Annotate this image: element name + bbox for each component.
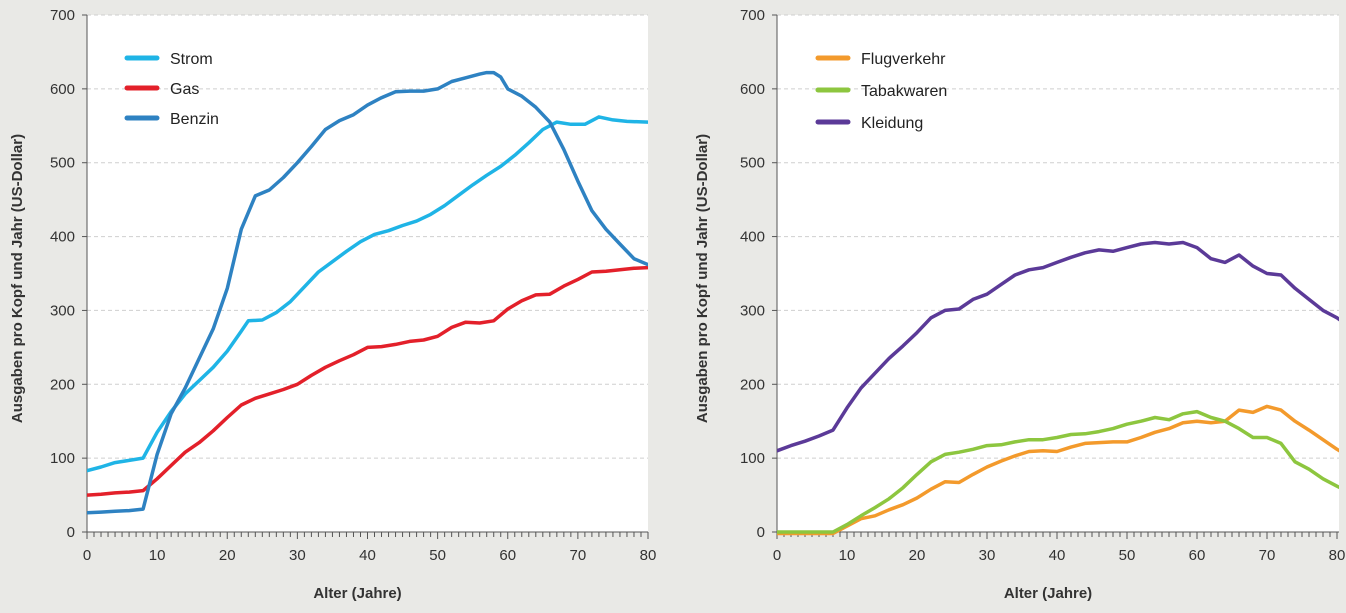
legend: Strom Gas Benzin bbox=[124, 51, 219, 128]
plot-background bbox=[777, 15, 1339, 532]
y-tick-label: 500 bbox=[50, 155, 75, 172]
series-line-kleidung bbox=[777, 240, 1339, 453]
x-tick-label: 60 bbox=[1189, 547, 1206, 564]
x-tick-label: 70 bbox=[570, 547, 587, 564]
x-tick-label: 10 bbox=[839, 547, 856, 564]
x-tick-label: 40 bbox=[359, 547, 376, 564]
legend-label: Strom bbox=[170, 51, 213, 68]
y-tick-label: 200 bbox=[50, 376, 75, 393]
x-tick-label: 20 bbox=[219, 547, 236, 564]
series-line-gas bbox=[87, 265, 648, 497]
legend: Flugverkehr Tabakwaren Kleidung bbox=[815, 51, 947, 132]
x-tick-label: 20 bbox=[909, 547, 926, 564]
x-tick-label: 60 bbox=[499, 547, 516, 564]
series-line-tabakwaren bbox=[777, 409, 1339, 534]
x-tick-label: 0 bbox=[773, 547, 781, 564]
x-tick-label: 80 bbox=[640, 547, 657, 564]
y-tick-label: 500 bbox=[740, 155, 765, 172]
plot-background bbox=[87, 15, 648, 532]
x-tick-label: 30 bbox=[979, 547, 996, 564]
y-tick-label: 0 bbox=[67, 524, 75, 541]
x-tick-label: 40 bbox=[1049, 547, 1066, 564]
y-tick-label: 700 bbox=[50, 7, 75, 24]
y-axis-title: Ausgaben pro Kopf und Jahr (US-Dollar) bbox=[9, 134, 26, 423]
y-tick-label: 100 bbox=[740, 450, 765, 467]
y-tick-label: 200 bbox=[740, 376, 765, 393]
x-axis-title: Alter (Jahre) bbox=[1004, 585, 1092, 602]
x-tick-label: 50 bbox=[429, 547, 446, 564]
x-tick-label: 10 bbox=[149, 547, 166, 564]
y-tick-label: 400 bbox=[740, 229, 765, 246]
legend-label: Benzin bbox=[170, 111, 219, 128]
x-tick-label: 0 bbox=[83, 547, 91, 564]
y-axis-title: Ausgaben pro Kopf und Jahr (US-Dollar) bbox=[694, 134, 711, 423]
chart-1: 0 100 200 300 400 500 600 700 0 10 20 30 40 50 60 70 80 A… bbox=[9, 7, 656, 602]
series-line-benzin bbox=[87, 70, 648, 515]
y-tick-label: 300 bbox=[740, 302, 765, 319]
y-tick-label: 300 bbox=[50, 302, 75, 319]
y-tick-label: 400 bbox=[50, 229, 75, 246]
series-line-flugverkehr bbox=[777, 404, 1339, 536]
legend-label: Tabakwaren bbox=[861, 83, 947, 100]
y-tick-label: 700 bbox=[740, 7, 765, 24]
chart-2: 0 100 200 300 400 500 600 700 0 10 20 30 40 50 60 70 80 A… bbox=[694, 7, 1346, 602]
x-tick-label: 30 bbox=[289, 547, 306, 564]
legend-label: Flugverkehr bbox=[861, 51, 946, 68]
x-axis-title: Alter (Jahre) bbox=[313, 585, 401, 602]
y-tick-label: 0 bbox=[757, 524, 765, 541]
x-tick-label: 80 bbox=[1329, 547, 1346, 564]
y-tick-label: 600 bbox=[740, 81, 765, 98]
legend-label: Gas bbox=[170, 81, 199, 98]
y-tick-label: 100 bbox=[50, 450, 75, 467]
y-tick-label: 600 bbox=[50, 81, 75, 98]
x-tick-label: 70 bbox=[1259, 547, 1276, 564]
legend-label: Kleidung bbox=[861, 115, 923, 132]
x-tick-label: 50 bbox=[1119, 547, 1136, 564]
